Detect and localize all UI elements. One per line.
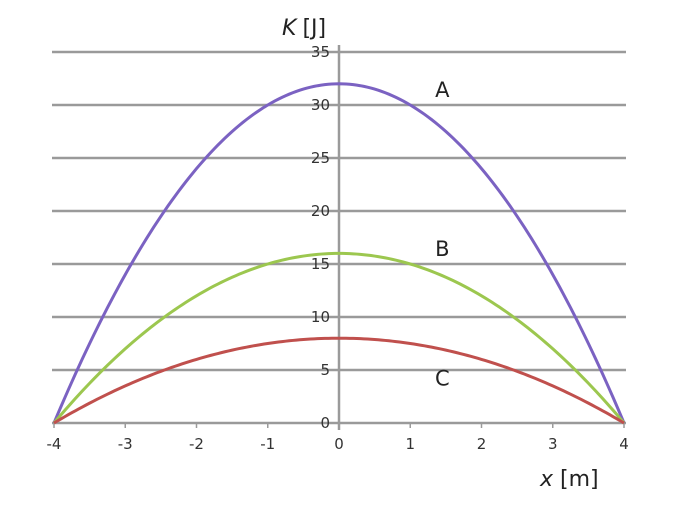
x-tick-label: 0 (334, 435, 344, 453)
curve-label-b: B (435, 237, 449, 261)
y-tick-label: 25 (311, 149, 330, 167)
y-tick-label: 30 (311, 96, 330, 114)
x-tick-label: -1 (260, 435, 275, 453)
curve-label-c: C (435, 366, 450, 390)
x-tick-label: 4 (619, 435, 629, 453)
curve-labels: A B C (435, 78, 450, 390)
y-tick-label: 20 (311, 202, 330, 220)
x-tick-label: -4 (47, 435, 62, 453)
x-axis-label: x [m] (539, 467, 599, 492)
y-tick-label: 5 (320, 361, 330, 379)
curve-label-a: A (435, 78, 450, 102)
y-tick-label: 10 (311, 308, 330, 326)
y-tick-label: 0 (320, 414, 330, 432)
curve-c (53, 336, 625, 425)
axes (52, 45, 626, 430)
x-tick-label: -3 (118, 435, 133, 453)
x-tick-label: 3 (548, 435, 558, 453)
y-tick-labels: 0 5 10 15 20 25 30 35 (311, 43, 330, 432)
curves (52, 82, 626, 425)
x-tick-labels: -4 -3 -2 -1 0 1 2 3 4 (47, 423, 629, 453)
curve-b (52, 251, 626, 424)
x-tick-label: 2 (477, 435, 487, 453)
curve-a (52, 82, 626, 424)
y-tick-label: 15 (311, 255, 330, 273)
x-tick-label: 1 (405, 435, 415, 453)
y-tick-label: 35 (311, 43, 330, 61)
y-axis-label: K [J] (282, 16, 326, 41)
x-tick-label: -2 (189, 435, 204, 453)
